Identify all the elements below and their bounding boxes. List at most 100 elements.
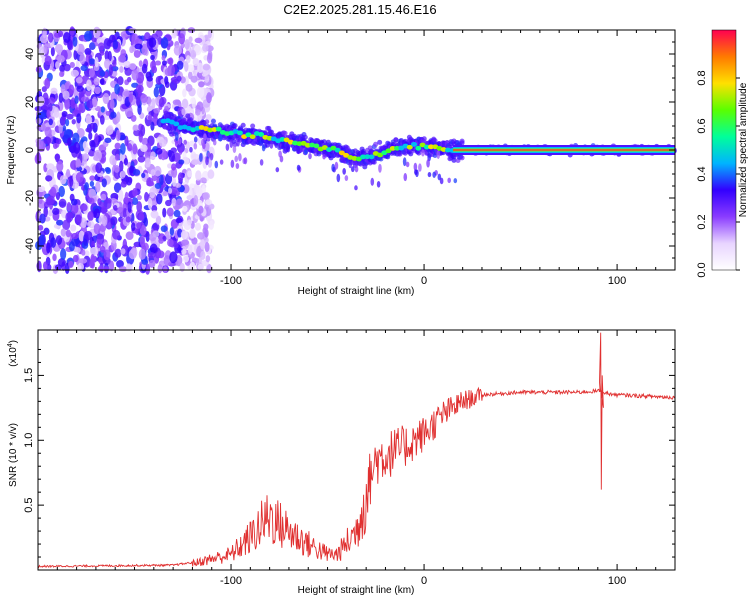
spectrogram-noise-cell bbox=[103, 38, 112, 50]
spectrogram-noise-cell bbox=[62, 90, 70, 100]
snr-ticks: -100 0 100 0.5 1.0 1.5 bbox=[23, 330, 676, 587]
spectrogram-noise-cell bbox=[113, 164, 120, 173]
spectrogram-noise-cell bbox=[60, 228, 67, 237]
spectrogram-noise-cell bbox=[53, 107, 60, 119]
spectrogram-noise-cell bbox=[56, 160, 64, 172]
spectrogram-noise-cell bbox=[185, 83, 193, 92]
spectrogram-noise-cell bbox=[97, 265, 104, 272]
spectrogram-noise-cell bbox=[80, 65, 88, 72]
spectrogram-noise-cell bbox=[46, 242, 51, 254]
spectrogram-noise-cell bbox=[99, 115, 105, 125]
spectrogram-ridge-cell bbox=[236, 130, 243, 136]
spectrogram-noise-cell bbox=[87, 210, 94, 222]
spectrogram-halo-cell bbox=[232, 123, 238, 129]
snr-panel: -100 0 100 0.5 1.0 1.5 Height of straight lin… bbox=[7, 329, 676, 596]
spectrogram-blob-cell bbox=[350, 166, 355, 173]
spectrogram-noise-cell bbox=[52, 207, 60, 215]
spectrogram-noise-cell bbox=[35, 117, 42, 125]
spectrogram-noise-cell bbox=[43, 42, 48, 55]
spectrogram-noise-cell bbox=[185, 55, 191, 64]
spectrogram-noise-cell bbox=[86, 79, 92, 92]
spectrogram-noise-cell bbox=[179, 262, 185, 272]
spectrogram-noise-cell bbox=[150, 54, 155, 61]
spectrogram-noise-cell bbox=[182, 254, 190, 263]
spectrogram-noise-cell bbox=[116, 111, 121, 123]
spectrogram-blob-cell bbox=[238, 153, 242, 162]
spectrogram-noise-cell bbox=[89, 122, 96, 130]
spectrogram-noise-cell bbox=[208, 203, 215, 210]
spectrogram-noise-cell bbox=[44, 55, 52, 66]
spectrogram-noise-cell bbox=[71, 118, 76, 125]
spectrogram-blob-cell bbox=[193, 136, 198, 143]
spectrogram-noise-cell bbox=[150, 210, 159, 219]
spectrogram-noise-cell bbox=[153, 107, 161, 114]
spectrogram-y-tick-label: -20 bbox=[24, 190, 36, 206]
spectrogram-noise-cell bbox=[141, 43, 148, 56]
spectrogram-noise-cell bbox=[90, 253, 95, 265]
spectrogram-noise-cell bbox=[138, 60, 143, 68]
spectrogram-noise-cell bbox=[80, 96, 89, 102]
spectrogram-blob-cell bbox=[413, 162, 418, 171]
spectrogram-noise-cell bbox=[136, 222, 142, 230]
spectrogram-blob-cell bbox=[269, 141, 274, 149]
spectrogram-noise-cell bbox=[55, 235, 63, 245]
spectrogram-noise-cell bbox=[65, 168, 71, 178]
spectrogram-noise-cell bbox=[47, 32, 54, 43]
spectrogram-noise-cell bbox=[207, 29, 212, 39]
spectrogram-noise-cell bbox=[85, 127, 93, 133]
spectrogram-noise-cell bbox=[203, 223, 209, 231]
spectrogram-noise-cell bbox=[146, 181, 155, 187]
spectrogram-noise-cell bbox=[76, 113, 82, 124]
spectrogram-noise-cell bbox=[125, 176, 133, 186]
spectrogram-noise-cell bbox=[197, 232, 205, 240]
spectrogram-noise-cell bbox=[100, 78, 105, 85]
spectrogram-noise-cell bbox=[149, 243, 158, 254]
spectrogram-noise-cell bbox=[84, 230, 93, 241]
spectrogram-noise-cell bbox=[138, 248, 146, 260]
spectrogram-panel: -100 0 100 -40 -20 0 20 40 Height of straight l… bbox=[6, 25, 677, 297]
spectrogram-noise-cell bbox=[155, 193, 163, 205]
snr-y-tick-label: 1.5 bbox=[23, 368, 35, 383]
spectrogram-noise-cell bbox=[45, 175, 53, 182]
spectrogram-noise-cell bbox=[39, 34, 49, 44]
spectrogram-noise-cell bbox=[181, 108, 186, 116]
spectrogram-noise-cell bbox=[206, 92, 212, 104]
spectrogram-cells bbox=[34, 25, 677, 275]
spectrogram-noise-cell bbox=[75, 247, 81, 253]
spectrogram-noise-cell bbox=[65, 229, 71, 238]
spectrogram-x-axis-label: Height of straight line (km) bbox=[298, 286, 415, 297]
spectrogram-noise-cell bbox=[144, 157, 151, 168]
spectrogram-noise-cell bbox=[110, 111, 117, 119]
spectrogram-noise-cell bbox=[62, 31, 71, 43]
spectrogram-noise-cell bbox=[198, 81, 205, 88]
spectrogram-halo-cell bbox=[373, 141, 379, 147]
spectrogram-noise-cell bbox=[150, 169, 156, 177]
spectrogram-noise-cell bbox=[57, 30, 64, 38]
spectrogram-halo-cell bbox=[451, 157, 457, 163]
spectrogram-blob-cell bbox=[178, 147, 183, 155]
spectrogram-noise-cell bbox=[143, 217, 148, 227]
spectrogram-noise-cell bbox=[50, 46, 55, 57]
spectrogram-noise-cell bbox=[195, 186, 203, 198]
spectrogram-noise-cell bbox=[175, 217, 183, 224]
spectrogram-noise-cell bbox=[89, 175, 96, 181]
spectrogram-noise-cell bbox=[55, 61, 60, 70]
spectrogram-halo-cell bbox=[240, 122, 246, 128]
spectrogram-halo-cell bbox=[393, 137, 399, 143]
spectrogram-halo-cell bbox=[459, 140, 465, 146]
spectrogram-noise-cell bbox=[190, 97, 196, 105]
spectrogram-blob-cell bbox=[175, 132, 179, 142]
spectrogram-ridge-cell bbox=[428, 144, 435, 150]
spectrogram-noise-cell bbox=[58, 185, 65, 198]
spectrogram-noise-cell bbox=[162, 207, 167, 218]
spectrogram-blob-cell bbox=[189, 146, 193, 153]
spectrogram-noise-cell bbox=[200, 250, 206, 261]
spectrogram-noise-cell bbox=[72, 132, 80, 145]
spectrogram-noise-cell bbox=[89, 58, 96, 65]
spectrogram-blob-cell bbox=[437, 173, 442, 181]
spectrogram-noise-cell bbox=[37, 96, 45, 107]
spectrogram-noise-cell bbox=[144, 191, 149, 202]
snr-x-tick-label: -100 bbox=[220, 575, 242, 587]
spectrogram-noise-cell bbox=[101, 215, 108, 227]
spectrogram-noise-cell bbox=[124, 191, 129, 204]
